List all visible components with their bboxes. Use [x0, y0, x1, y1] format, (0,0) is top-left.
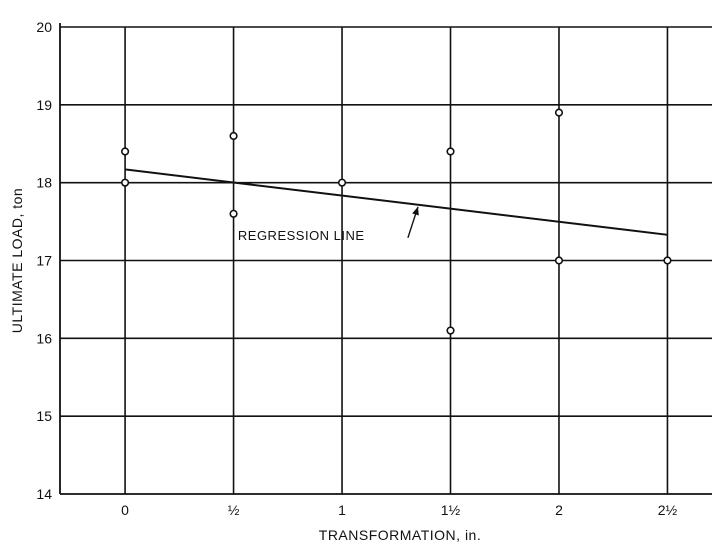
regression-line [124, 168, 668, 236]
y-tick-label-0: 14 [36, 486, 52, 502]
x-tick-label-3: 1½ [441, 502, 461, 518]
y-tick-label-4: 18 [36, 175, 52, 191]
y-tick-label-5: 19 [36, 97, 52, 113]
y-tick-label-2: 16 [36, 330, 52, 346]
x-tick-label-0: 0 [121, 502, 129, 518]
x-tick-label-4: 2 [555, 502, 563, 518]
y-tick-label-3: 17 [36, 253, 52, 269]
data-point-2 [229, 131, 238, 141]
x-axis-label: TRANSFORMATION, in. [319, 527, 481, 543]
annotation-arrow-head [412, 206, 419, 216]
data-point-4 [337, 178, 347, 187]
x-tick-label-2: 1 [338, 502, 346, 518]
data-point-7 [554, 108, 564, 117]
x-tick-label-5: 2½ [658, 502, 678, 518]
x-tick-label-1: ½ [228, 502, 240, 518]
data-point-6 [446, 326, 455, 335]
data-point-3 [229, 209, 238, 218]
y-tick-label-6: 20 [36, 19, 52, 35]
plot-frame [59, 23, 712, 495]
x-tick-labels: 0 ½ 1 1½ 2 2½ [121, 502, 677, 518]
y-axis-label: ULTIMATE LOAD, ton [9, 188, 25, 333]
y-tick-label-1: 15 [36, 408, 52, 424]
data-point-0 [120, 147, 130, 156]
data-point-9 [663, 256, 672, 265]
regression-line-label: REGRESSION LINE [238, 228, 365, 243]
data-point-1 [120, 178, 130, 187]
regression-line-group [124, 168, 668, 236]
regression-annotation: REGRESSION LINE [238, 206, 419, 243]
data-points [120, 108, 672, 335]
y-tick-labels: 14 15 16 17 18 19 20 [36, 19, 52, 502]
data-point-5 [446, 147, 455, 156]
grid [60, 26, 712, 494]
data-point-8 [554, 256, 564, 265]
